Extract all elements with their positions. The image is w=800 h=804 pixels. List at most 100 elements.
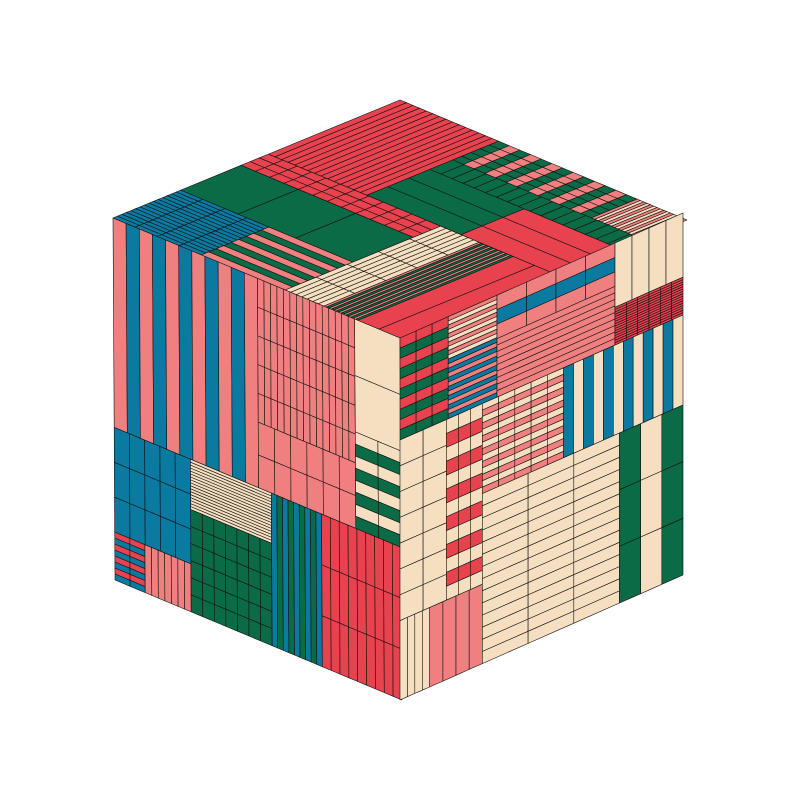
tile	[164, 552, 172, 604]
tile	[276, 286, 284, 319]
tile	[257, 278, 265, 311]
tile	[264, 367, 272, 400]
tile	[603, 345, 614, 441]
tile	[244, 272, 259, 489]
tile	[308, 299, 317, 332]
tile	[661, 404, 684, 472]
tile	[289, 291, 297, 324]
tile	[296, 323, 304, 356]
tile	[348, 626, 359, 682]
tile	[302, 297, 310, 330]
tile	[270, 340, 278, 374]
tile	[563, 363, 574, 459]
tile	[159, 481, 176, 524]
tile	[283, 375, 291, 408]
tile	[328, 307, 336, 341]
tile	[321, 564, 332, 620]
tile	[257, 393, 266, 426]
tile	[217, 261, 233, 478]
tile	[357, 630, 367, 686]
tile	[321, 513, 331, 569]
tile	[178, 245, 194, 461]
tile	[640, 470, 663, 538]
tile	[144, 439, 161, 482]
tile	[309, 328, 317, 361]
tile	[321, 305, 330, 338]
tile	[283, 288, 291, 322]
tile	[289, 377, 298, 411]
tile	[365, 633, 376, 690]
tile	[315, 388, 324, 421]
tile	[330, 568, 341, 624]
tile	[177, 558, 185, 610]
tile	[407, 613, 416, 698]
tile	[640, 413, 663, 481]
tile	[175, 487, 192, 530]
tile	[593, 349, 604, 445]
tile	[263, 280, 271, 313]
tile	[661, 517, 684, 585]
tile	[165, 239, 181, 456]
tile	[322, 333, 330, 367]
tile	[309, 385, 317, 419]
tile	[329, 422, 337, 456]
tile	[303, 412, 311, 445]
tile	[330, 619, 341, 675]
tile	[283, 346, 291, 379]
tile	[321, 615, 332, 671]
tile	[421, 607, 431, 691]
tile	[662, 319, 674, 415]
tile	[309, 414, 317, 447]
tile	[348, 402, 356, 435]
tile	[270, 312, 278, 345]
tile	[263, 309, 272, 342]
tile	[191, 250, 207, 467]
tile	[339, 622, 350, 679]
tile	[322, 420, 330, 453]
tile	[348, 373, 356, 406]
tile	[270, 369, 278, 402]
tile	[334, 310, 343, 343]
tile	[365, 532, 376, 588]
tile	[399, 617, 408, 701]
tile	[160, 515, 176, 558]
tile	[296, 409, 304, 442]
tile	[151, 547, 159, 599]
tile	[175, 522, 192, 565]
tile	[315, 302, 323, 335]
tile	[672, 314, 684, 410]
tile	[270, 283, 278, 316]
tile	[414, 610, 423, 694]
tile	[302, 354, 311, 387]
tile	[328, 365, 337, 398]
tile	[455, 589, 470, 676]
tile	[114, 496, 131, 539]
tile	[374, 586, 385, 643]
tile	[257, 364, 265, 397]
tile	[263, 338, 272, 371]
tile	[335, 368, 343, 401]
tile	[619, 423, 642, 491]
tile	[338, 521, 349, 577]
tile	[329, 517, 340, 573]
tile	[257, 335, 265, 368]
tile	[144, 474, 161, 517]
tile	[276, 314, 285, 348]
tile	[322, 391, 330, 424]
tile	[648, 220, 667, 293]
tile	[583, 354, 594, 450]
tile	[125, 223, 141, 439]
tile	[383, 539, 393, 595]
tile	[335, 425, 343, 458]
tile	[113, 427, 130, 470]
tile	[129, 468, 146, 511]
tile	[152, 234, 167, 450]
tile	[296, 351, 304, 384]
tile	[468, 583, 483, 670]
tile	[341, 342, 349, 375]
tile	[277, 401, 285, 434]
tile	[341, 313, 349, 346]
tile	[129, 433, 146, 476]
tile	[374, 637, 385, 693]
